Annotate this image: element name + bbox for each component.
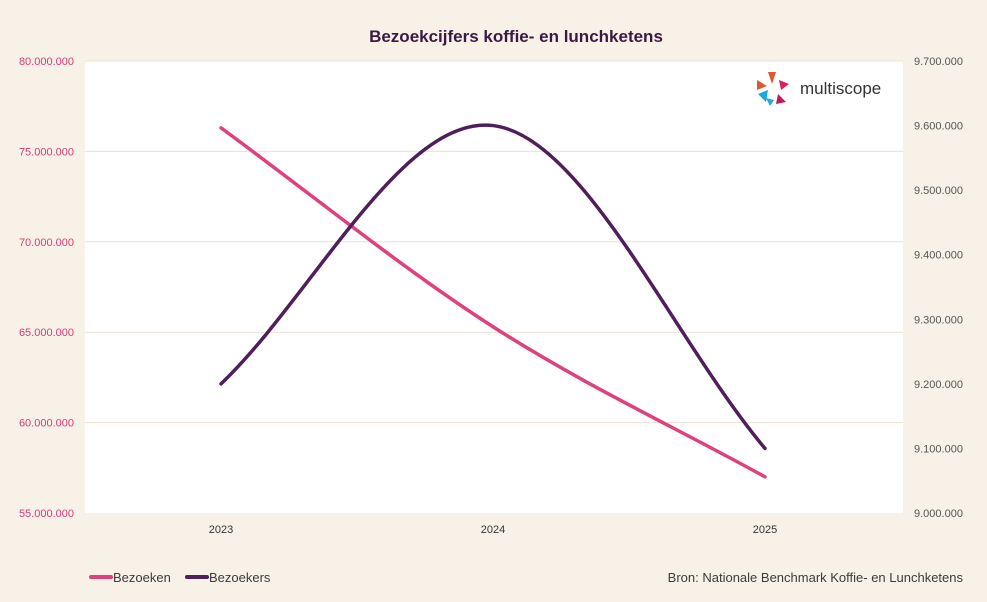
right-tick-label: 9.600.000 (914, 121, 963, 133)
right-tick-label: 9.200.000 (914, 379, 963, 391)
x-tick-label: 2023 (209, 524, 233, 536)
multiscope-logo-icon (757, 72, 789, 106)
right-tick-label: 9.000.000 (914, 508, 963, 520)
legend-label: Bezoeken (113, 570, 171, 585)
left-tick-label: 60.000.000 (19, 418, 74, 430)
right-tick-label: 9.400.000 (914, 250, 963, 262)
x-axis: 2023 2024 2025 (209, 524, 777, 536)
left-tick-label: 55.000.000 (19, 508, 74, 520)
right-tick-label: 9.700.000 (914, 56, 963, 68)
x-tick-label: 2024 (481, 524, 505, 536)
series-line-bezoeken (219, 126, 767, 479)
right-tick-label: 9.100.000 (914, 443, 963, 455)
legend-label: Bezoekers (209, 570, 271, 585)
right-tick-label: 9.500.000 (914, 185, 963, 197)
multiscope-logo: multiscope (757, 72, 881, 106)
series-line-bezoekers (219, 123, 767, 451)
left-tick-label: 65.000.000 (19, 327, 74, 339)
right-tick-label: 9.300.000 (914, 314, 963, 326)
chart-title: Bezoekcijfers koffie- en lunchketens (369, 27, 663, 46)
x-tick-label: 2025 (753, 524, 777, 536)
legend: Bezoeken Bezoekers (89, 570, 271, 585)
grid-lines (85, 60, 903, 424)
left-tick-label: 75.000.000 (19, 146, 74, 158)
source-note: Bron: Nationale Benchmark Koffie- en Lun… (668, 570, 964, 585)
logo-text: multiscope (800, 79, 881, 98)
left-axis: 55.000.000 60.000.000 65.000.000 70.000.000… (19, 56, 74, 520)
series-layer (219, 123, 767, 479)
right-axis: 9.000.000 9.100.000 9.200.000 9.300.000 9.40… (914, 56, 963, 520)
left-tick-label: 80.000.000 (19, 56, 74, 68)
left-tick-label: 70.000.000 (19, 237, 74, 249)
plot-area (85, 61, 903, 513)
